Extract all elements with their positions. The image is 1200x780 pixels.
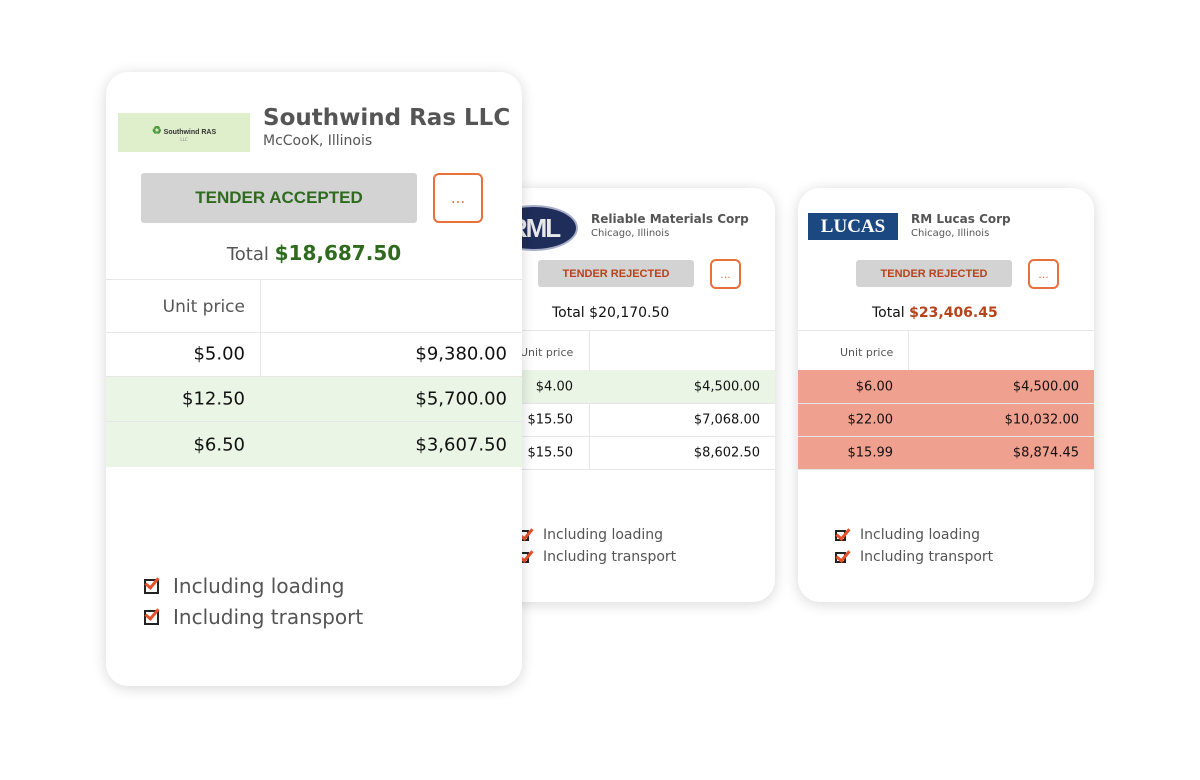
company-logo: LUCAS [808, 213, 898, 240]
status-badge: TENDER ACCEPTED [141, 173, 417, 223]
checkbox-checked-icon [144, 578, 159, 594]
column-header-unit-price: Unit price [520, 346, 574, 359]
logo-subtext: LLC [180, 136, 188, 142]
total-label: Total [552, 305, 585, 321]
amount: $8,874.45 [1012, 445, 1079, 461]
more-options-button[interactable]: ... [1028, 259, 1059, 289]
unit-price: $6.00 [855, 379, 893, 394]
amount: $7,068.00 [693, 412, 760, 428]
amount: $4,500.00 [1012, 379, 1079, 394]
including-transport-checkbox[interactable]: Including transport [144, 605, 363, 629]
company-logo: ♻ Southwind RAS LLC [118, 113, 250, 152]
column-divider [260, 279, 261, 467]
including-loading-checkbox[interactable]: Including loading [835, 527, 980, 543]
check-label: Including transport [543, 549, 677, 565]
more-options-button[interactable]: ... [433, 173, 483, 223]
amount: $3,607.50 [415, 434, 507, 455]
amount: $10,032.00 [1004, 412, 1079, 428]
table-row: $4.00 $4,500.00 [500, 370, 775, 404]
unit-price: $22.00 [847, 412, 894, 428]
total: Total $20,170.50 [552, 305, 669, 321]
including-loading-checkbox[interactable]: Including loading [144, 574, 344, 598]
divider [798, 330, 1094, 331]
amount: $5,700.00 [415, 388, 507, 410]
recycle-icon: ♻ [151, 124, 162, 137]
unit-price: $15.99 [847, 445, 894, 461]
unit-price: $5.00 [193, 343, 245, 365]
check-label: Including transport [173, 605, 364, 629]
table-row: $15.99 $8,874.45 [798, 437, 1094, 470]
table-row: $15.50 $8,602.50 [500, 437, 775, 470]
table-row: $15.50 $7,068.00 [500, 404, 775, 437]
column-header-unit-price: Unit price [840, 346, 894, 359]
including-transport-checkbox[interactable]: Including transport [835, 549, 993, 565]
company-name: RM Lucas Corp [911, 212, 1011, 226]
unit-price: $15.50 [527, 445, 574, 461]
bid-card-southwind: ♻ Southwind RAS LLC Southwind Ras LLC Mc… [106, 72, 522, 686]
check-label: Including loading [543, 527, 664, 543]
table-row: $22.00 $10,032.00 [798, 404, 1094, 437]
amount: $8,602.50 [693, 445, 760, 461]
divider [500, 330, 775, 331]
status-badge: TENDER REJECTED [538, 260, 694, 287]
check-label: Including loading [860, 527, 981, 543]
divider [106, 279, 522, 280]
table-row: $5.00 $9,380.00 [106, 332, 522, 377]
including-transport-checkbox[interactable]: Including transport [518, 549, 676, 565]
bid-card-rm-lucas: LUCAS RM Lucas Corp Chicago, Illinois TE… [798, 188, 1094, 602]
unit-price: $6.50 [193, 434, 245, 455]
unit-price: $12.50 [182, 388, 245, 410]
checkbox-checked-icon [835, 529, 846, 541]
total: Total $23,406.45 [872, 305, 998, 321]
bid-card-reliable-materials: RML Reliable Materials Corp Chicago, Ill… [500, 188, 775, 602]
table-row: $12.50 $5,700.00 [106, 377, 522, 422]
table-row: $6.00 $4,500.00 [798, 370, 1094, 404]
unit-price: $15.50 [527, 412, 574, 428]
amount: $9,380.00 [415, 343, 507, 365]
including-loading-checkbox[interactable]: Including loading [518, 527, 663, 543]
checkbox-checked-icon [144, 609, 159, 625]
total-label: Total [872, 305, 905, 321]
divider [106, 332, 522, 333]
more-options-button[interactable]: ... [710, 259, 741, 289]
checkbox-checked-icon [835, 551, 846, 563]
check-label: Including loading [173, 574, 345, 598]
amount: $4,500.00 [693, 379, 760, 394]
company-name: Southwind Ras LLC [263, 105, 511, 131]
total-value: $20,170.50 [589, 305, 670, 321]
check-label: Including transport [860, 549, 994, 565]
unit-price: $4.00 [535, 379, 573, 394]
table-row: $6.50 $3,607.50 [106, 422, 522, 467]
total-label: Total [226, 244, 269, 265]
total: Total $18,687.50 [106, 241, 522, 265]
column-header-unit-price: Unit price [162, 297, 245, 317]
company-location: Chicago, Illinois [591, 228, 670, 239]
logo-text: Southwind RAS [163, 128, 217, 136]
company-location: McCooK, Illinois [263, 133, 373, 149]
company-name: Reliable Materials Corp [591, 212, 749, 226]
total-value: $18,687.50 [274, 241, 402, 265]
company-location: Chicago, Illinois [911, 228, 990, 239]
status-badge: TENDER REJECTED [856, 260, 1012, 287]
total-value: $23,406.45 [909, 305, 998, 321]
